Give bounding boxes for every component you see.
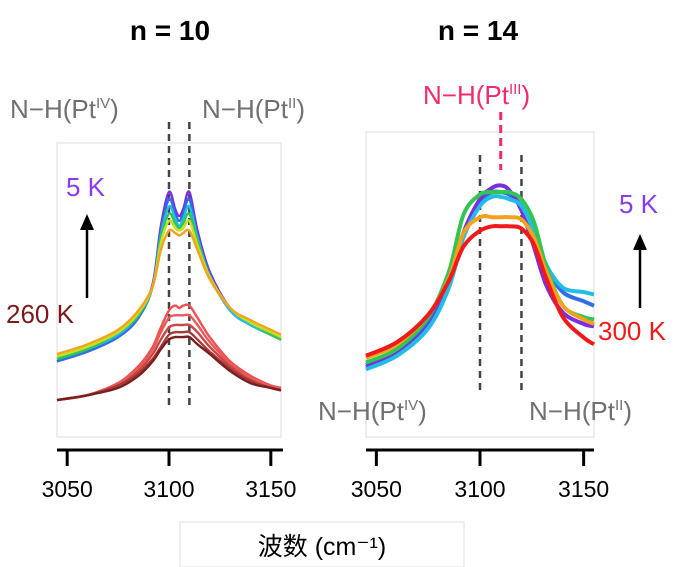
panel-2-title: n = 14: [438, 15, 519, 46]
panel-2-label-pt2-text: N−H(Pt: [529, 396, 616, 426]
panel-2-label-pt4-text: N−H(Pt: [318, 396, 405, 426]
panel-1-label-pt2-sup: II: [288, 95, 296, 112]
panel-1-label-pt2: N−H(PtII): [202, 94, 305, 124]
panel-2-label-pt3-text: N−H(Pt: [423, 80, 510, 110]
panel-2-tick-label-0: 3050: [351, 476, 402, 502]
panel-1-tick-label-0: 3050: [42, 476, 93, 502]
panel-1-label-pt4: N−H(PtIV): [10, 94, 119, 124]
panel-1-label-pt2-text: N−H(Pt: [202, 94, 289, 124]
panel-2-label-pt3: N−H(PtIII): [423, 80, 530, 110]
panel-2-label-pt4-close: ): [418, 396, 427, 426]
panel-2-temp-low: 5 K: [619, 189, 659, 219]
panel-2-tick-label-2: 3150: [558, 476, 609, 502]
panel-2-label-pt2: N−H(PtII): [529, 396, 632, 426]
panel-2-arrow: [633, 234, 647, 308]
panel-2-label-pt3-close: ): [521, 80, 530, 110]
panel-1-temp-high: 260 K: [6, 299, 75, 329]
panel-2-label-pt4-sup: IV: [404, 397, 418, 414]
panel-1-title: n = 10: [130, 15, 210, 46]
panel-1-label-pt4-sup: IV: [96, 95, 110, 112]
panel-1-x-ticks: 3050 3100 3150: [42, 450, 297, 502]
panel-2-label-pt3-sup: III: [509, 81, 522, 98]
panel-1-label-pt4-close: ): [110, 94, 119, 124]
x-axis-label: 波数 (cm⁻¹): [258, 533, 386, 561]
panel-2-x-ticks: 3050 3100 3150: [351, 450, 609, 502]
panel-1-temp-low: 5 K: [66, 172, 106, 202]
panel-1-label-pt2-close: ): [296, 94, 305, 124]
panel-2-temp-high: 300 K: [598, 316, 667, 346]
panel-1-tick-label-1: 3100: [143, 476, 194, 502]
panel-2-label-pt2-sup: II: [615, 397, 623, 414]
panel-1-label-pt4-text: N−H(Pt: [10, 94, 97, 124]
panel-2-tick-label-1: 3100: [454, 476, 505, 502]
panel-2-label-pt2-close: ): [623, 396, 632, 426]
panel-1-tick-label-2: 3150: [245, 476, 296, 502]
